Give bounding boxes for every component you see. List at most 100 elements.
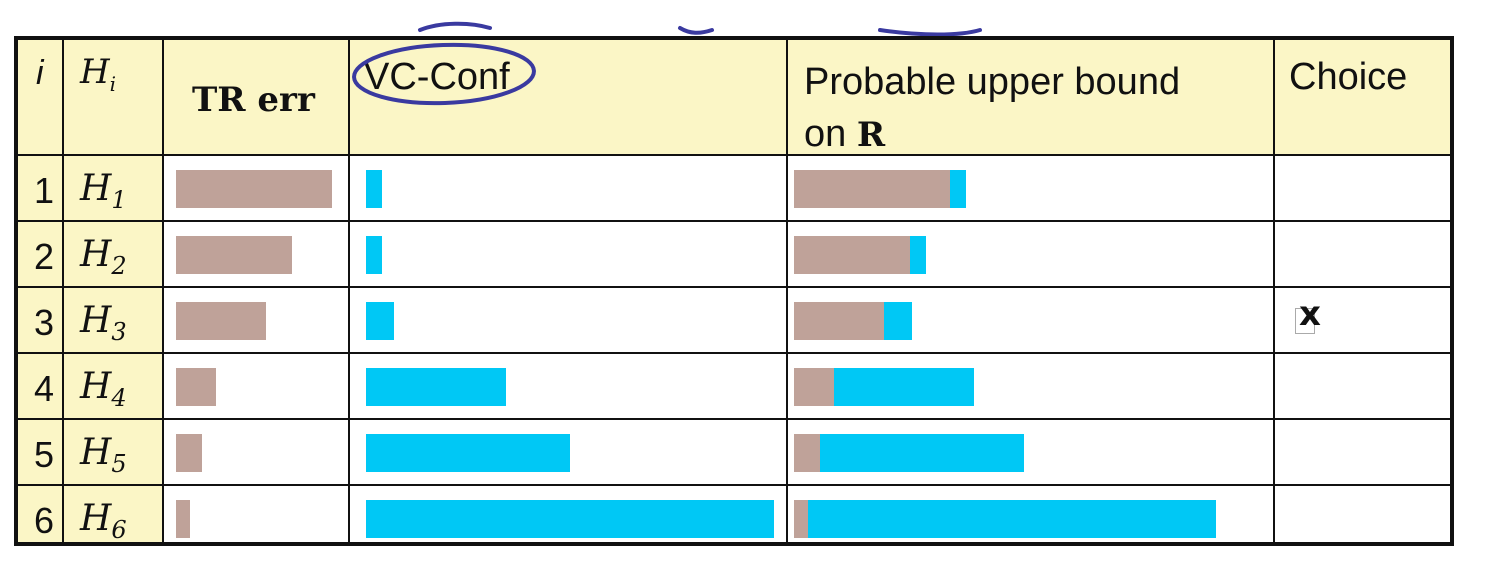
- header-upper-bound: Probable upper bound on R: [804, 56, 1180, 161]
- row-hypothesis: H1: [80, 168, 127, 214]
- header-h-sub: i: [109, 71, 117, 96]
- row-tr-err-cell: [164, 420, 350, 486]
- row-hypothesis: H4: [80, 366, 127, 412]
- row-index-cell: 3: [18, 288, 64, 354]
- row-tr-err-cell: [164, 222, 350, 288]
- row-choice-cell: [1275, 156, 1450, 222]
- header-upper-bound-on: on: [804, 113, 857, 155]
- row-choice-cell: [1275, 222, 1450, 288]
- upper-bound-tr-err-bar: [794, 434, 820, 472]
- row-tr-err-cell: [164, 288, 350, 354]
- upper-bound-vc-conf-bar: [950, 170, 966, 208]
- header-upper-bound-line2: on R: [804, 108, 1180, 161]
- row-hypothesis-sub: 2: [111, 252, 127, 281]
- row-index-cell: 6: [18, 486, 64, 542]
- vc-conf-bar: [366, 368, 506, 406]
- row-upper-bound-cell: [788, 420, 1275, 486]
- row-index-cell: 4: [18, 354, 64, 420]
- row-vc-conf-cell: [350, 288, 788, 354]
- vc-conf-bar: [366, 434, 570, 472]
- row-index: 4: [34, 368, 55, 409]
- upper-bound-tr-err-bar: [794, 368, 834, 406]
- choice-mark: x: [1299, 294, 1321, 334]
- row-index: 5: [34, 434, 55, 475]
- vc-conf-bar: [366, 500, 774, 538]
- row-hypothesis-letter: H: [80, 234, 112, 275]
- row-hypothesis-sub: 3: [111, 318, 127, 347]
- row-hypothesis-letter: H: [80, 168, 112, 209]
- upper-bound-vc-conf-bar: [834, 368, 974, 406]
- header-h-cell: Hi: [64, 40, 164, 156]
- row-index: 2: [34, 236, 55, 277]
- row-hypothesis: H5: [80, 432, 127, 478]
- row-upper-bound-cell: [788, 354, 1275, 420]
- row-hypothesis-cell: H4: [64, 354, 164, 420]
- row-index: 6: [34, 500, 55, 541]
- row-hypothesis-letter: H: [80, 432, 112, 473]
- tr-err-bar: [176, 302, 266, 340]
- upper-bound-tr-err-bar: [794, 302, 884, 340]
- row-tr-err-cell: [164, 486, 350, 542]
- tr-err-bar: [176, 170, 332, 208]
- row-vc-conf-cell: [350, 354, 788, 420]
- tr-err-bar: [176, 434, 202, 472]
- header-h-letter: H: [80, 52, 110, 92]
- row-vc-conf-cell: [350, 156, 788, 222]
- header-upper-bound-r: R: [856, 115, 886, 155]
- vc-conf-bar: [366, 302, 394, 340]
- row-upper-bound-cell: [788, 288, 1275, 354]
- row-hypothesis: H2: [80, 234, 127, 280]
- tr-err-bar: [176, 368, 216, 406]
- row-hypothesis-sub: 5: [111, 450, 127, 479]
- row-hypothesis-cell: H2: [64, 222, 164, 288]
- upper-bound-vc-conf-bar: [808, 500, 1216, 538]
- row-choice-cell: [1275, 420, 1450, 486]
- vc-conf-bar: [366, 170, 382, 208]
- header-choice: Choice: [1289, 56, 1408, 98]
- row-hypothesis-letter: H: [80, 300, 112, 341]
- choice-checkbox-icon: [1295, 308, 1315, 334]
- header-choice-cell: Choice: [1275, 40, 1450, 156]
- row-hypothesis-letter: H: [80, 498, 112, 539]
- row-hypothesis-sub: 6: [111, 516, 127, 545]
- vc-conf-bar: [366, 236, 382, 274]
- row-choice-cell: [1275, 486, 1450, 542]
- row-vc-conf-cell: [350, 486, 788, 542]
- row-upper-bound-cell: [788, 156, 1275, 222]
- row-upper-bound-cell: [788, 486, 1275, 542]
- row-vc-conf-cell: [350, 420, 788, 486]
- row-tr-err-cell: [164, 156, 350, 222]
- upper-bound-vc-conf-bar: [884, 302, 912, 340]
- upper-bound-vc-conf-bar: [910, 236, 926, 274]
- row-tr-err-cell: [164, 354, 350, 420]
- row-hypothesis-cell: H5: [64, 420, 164, 486]
- row-vc-conf-cell: [350, 222, 788, 288]
- row-index-cell: 2: [18, 222, 64, 288]
- row-index-cell: 5: [18, 420, 64, 486]
- row-upper-bound-cell: [788, 222, 1275, 288]
- row-hypothesis: H6: [80, 498, 127, 544]
- row-hypothesis-cell: H1: [64, 156, 164, 222]
- header-vc-conf: VC-Conf: [364, 56, 510, 98]
- row-hypothesis: H3: [80, 300, 127, 346]
- row-hypothesis-letter: H: [80, 366, 112, 407]
- upper-bound-tr-err-bar: [794, 170, 950, 208]
- header-upper-bound-cell: Probable upper bound on R: [788, 40, 1275, 156]
- row-hypothesis-cell: H3: [64, 288, 164, 354]
- row-hypothesis-cell: H6: [64, 486, 164, 544]
- row-choice-cell: x: [1275, 288, 1450, 354]
- row-index: 3: [34, 302, 55, 343]
- header-tr-err: TR err: [192, 80, 315, 120]
- upper-bound-tr-err-bar: [794, 500, 808, 538]
- upper-bound-vc-conf-bar: [820, 434, 1024, 472]
- row-hypothesis-sub: 4: [111, 384, 127, 413]
- row-index: 1: [34, 170, 55, 211]
- header-upper-bound-line1: Probable upper bound: [804, 61, 1181, 103]
- row-hypothesis-sub: 1: [111, 186, 127, 215]
- header-i-cell: i: [18, 40, 64, 156]
- header-h: Hi: [80, 52, 116, 96]
- header-vc-conf-cell: VC-Conf: [350, 40, 788, 156]
- header-tr-err-cell: TR err: [164, 40, 350, 156]
- header-i: i: [36, 54, 44, 92]
